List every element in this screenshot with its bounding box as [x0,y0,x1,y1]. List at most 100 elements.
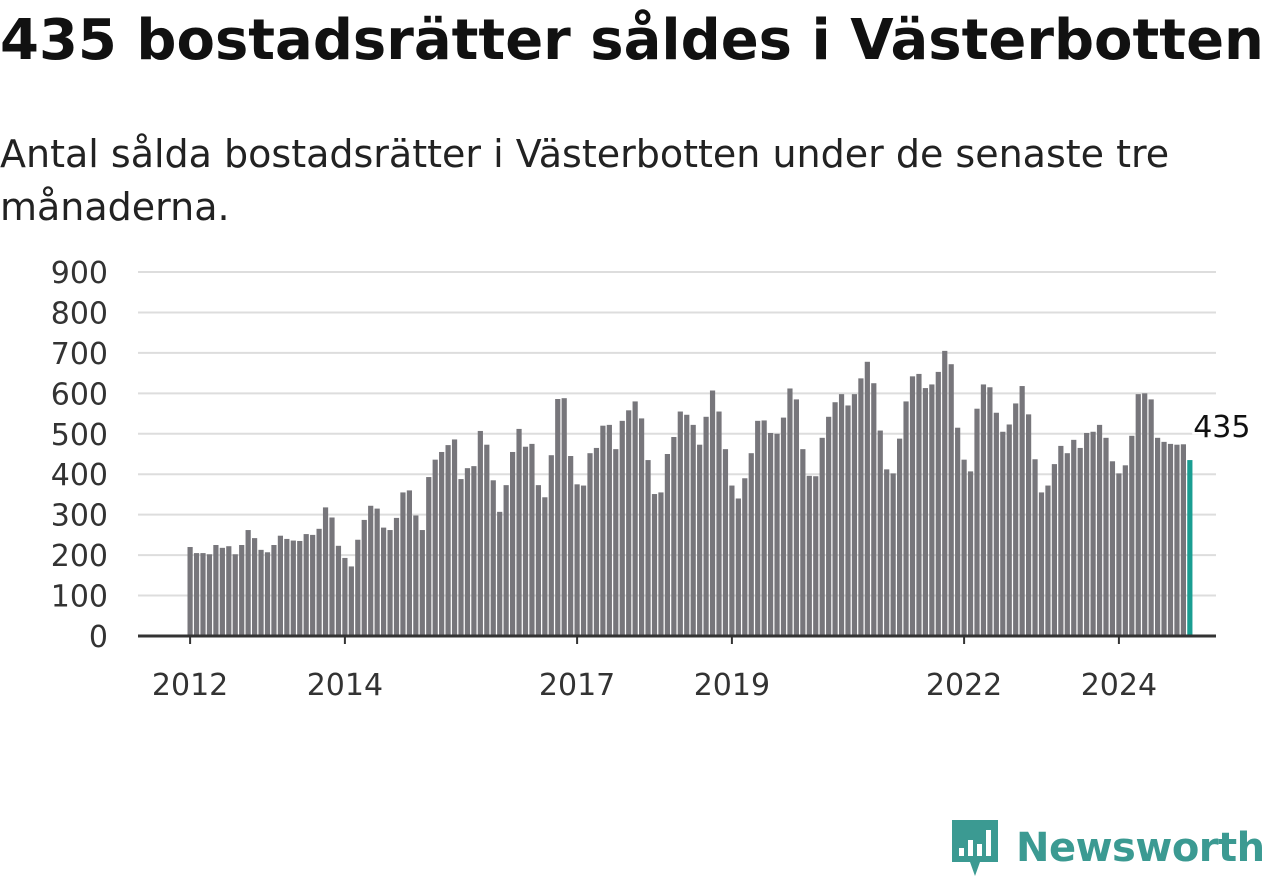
bar [690,424,696,636]
bar [671,437,677,636]
bar [400,492,406,636]
y-tick-label: 200 [51,539,108,574]
bar [942,350,948,636]
bar [297,540,303,636]
y-tick-label: 100 [51,580,108,615]
bar [606,424,612,636]
bar [632,401,638,636]
x-tick-label: 2017 [539,668,615,703]
bar [890,473,896,636]
bar-latest [1187,460,1193,636]
bar [522,446,529,636]
bar [1122,465,1128,636]
bar [477,430,483,636]
y-tick-label: 400 [51,458,108,493]
bar [1084,432,1090,636]
bar [1142,393,1148,636]
bar [510,451,516,636]
bar [535,485,541,636]
bar [974,408,980,636]
bar [748,453,754,636]
bar [568,456,574,636]
bar [1180,444,1186,636]
bar [1096,424,1103,636]
bar [819,437,825,636]
bar [1058,445,1064,636]
bar [845,405,851,636]
bar [813,476,819,636]
bar [851,394,858,636]
bar [980,384,987,636]
annotation-label: 435 [1193,410,1250,445]
x-tick-label: 2012 [152,668,228,703]
y-tick-label: 700 [51,337,108,372]
bar [664,454,670,636]
bar [922,388,928,636]
bar [1116,473,1122,636]
x-tick-label: 2022 [926,668,1002,703]
bar [464,468,471,636]
bar [432,459,438,636]
bar [239,545,245,636]
bar [374,508,380,636]
bar [1148,399,1154,636]
bar [503,485,509,636]
bar [987,387,993,636]
bar [858,378,864,636]
y-tick-label: 0 [89,620,108,655]
bar [561,398,567,636]
bar [490,480,496,636]
x-tick-label: 2014 [307,668,383,703]
bar [1038,492,1045,636]
bar [709,390,716,636]
bar [787,388,793,636]
bar [1026,414,1032,636]
bar [445,445,451,636]
bar [335,545,342,636]
bar [542,497,548,636]
bar [838,394,845,636]
bar [1064,453,1070,636]
y-tick-label: 300 [51,499,108,534]
y-tick-label: 600 [51,377,108,412]
bar [903,401,909,636]
bar [684,414,690,636]
bar [1155,437,1161,636]
bar [626,410,632,636]
bar [413,515,419,636]
bar [258,549,264,636]
bar [471,466,477,636]
bar [645,460,651,636]
bar [864,361,870,636]
bar [426,477,432,636]
bar [993,412,999,636]
bar [322,507,329,636]
page-subtitle: Antal sålda bostadsrätter i Västerbotten… [0,132,1170,229]
bar [387,530,393,636]
bar [393,517,400,636]
bar [1135,394,1141,636]
bar [826,416,832,636]
bar [419,530,425,636]
bar [187,547,193,636]
bar [1006,424,1012,636]
bar [935,371,941,636]
bar [1051,464,1057,636]
bar [651,494,658,636]
bar [735,498,741,636]
bar [800,449,806,636]
last-value-annotation: 435 [1191,408,1253,448]
bar [516,428,522,636]
bar [213,545,219,636]
bar [677,411,683,636]
x-tick-label: 2019 [694,668,770,703]
bar [361,519,367,636]
bar [716,411,722,636]
bar [780,417,787,636]
y-tick-label: 800 [51,296,108,331]
bar [497,511,503,636]
bar [548,455,554,636]
bar [593,447,600,636]
bar [219,547,225,636]
bar [271,545,277,636]
